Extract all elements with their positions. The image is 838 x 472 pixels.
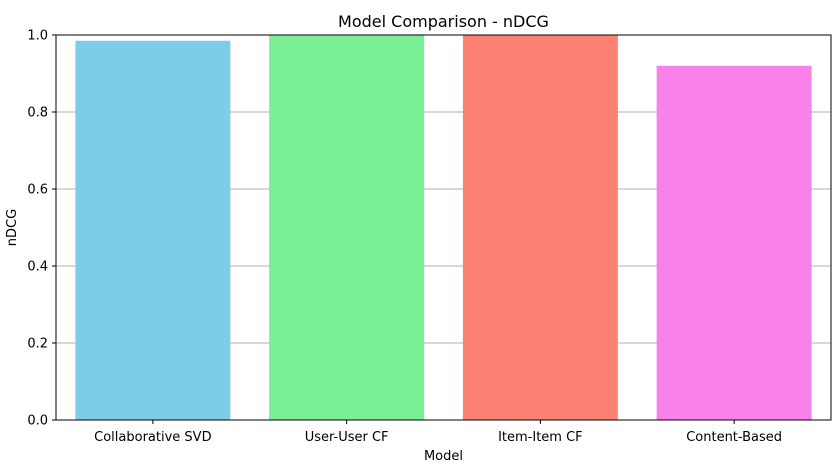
x-axis-ticks: Collaborative SVD User-User CF Item-Item C… — [94, 420, 782, 445]
y-axis-title: nDCG — [5, 209, 20, 246]
bar — [462, 35, 618, 420]
y-tick-label: 0.2 — [27, 337, 48, 352]
chart-title: Model Comparison - nDCG — [338, 12, 549, 31]
y-axis-ticks: 0.0 0.2 0.4 0.6 0.8 1.0 — [27, 29, 56, 429]
y-tick-label: 0.6 — [27, 183, 48, 198]
x-tick-label: Content-Based — [686, 430, 782, 445]
x-axis-title: Model — [424, 449, 463, 464]
plot-frame — [55, 34, 832, 421]
x-tick-label: User-User CF — [305, 430, 389, 445]
x-tick-label: Collaborative SVD — [94, 430, 211, 445]
bars — [75, 35, 812, 421]
y-tick-label: 0.0 — [27, 414, 48, 429]
y-tick-label: 0.4 — [27, 260, 48, 275]
bar — [75, 40, 231, 421]
y-tick-label: 0.8 — [27, 106, 48, 121]
x-tick-label: Item-Item CF — [498, 430, 583, 445]
bar — [656, 65, 812, 421]
y-tick-label: 1.0 — [27, 29, 48, 44]
bar — [269, 35, 425, 420]
